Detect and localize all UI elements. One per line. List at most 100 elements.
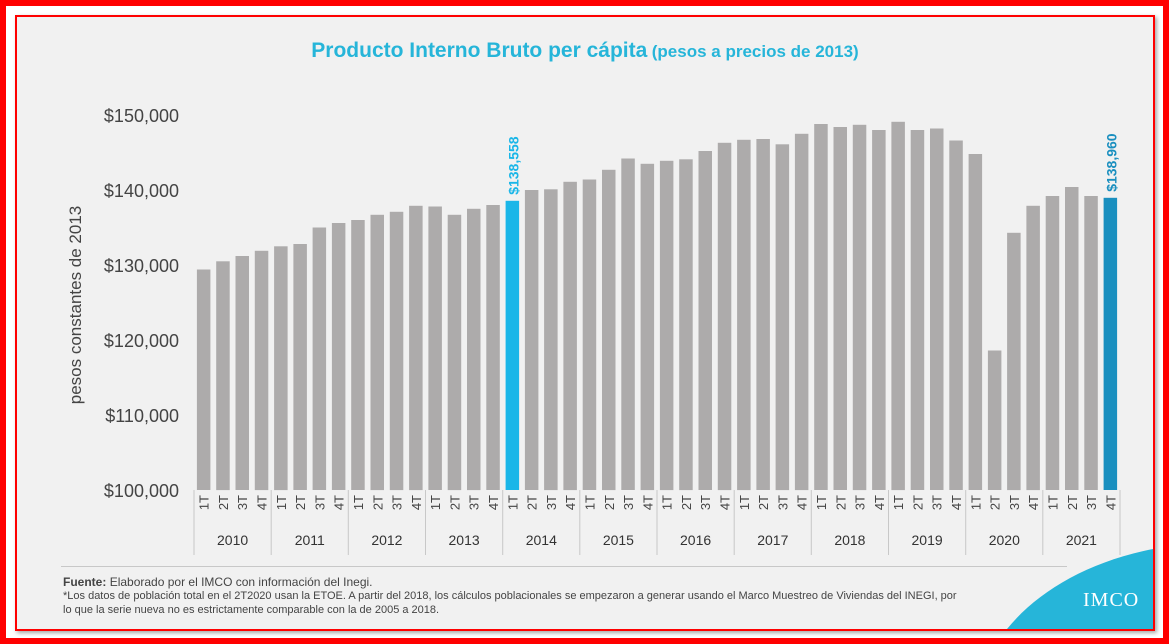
y-tick-label: $100,000 xyxy=(104,481,179,501)
bar xyxy=(987,350,1002,490)
bar xyxy=(968,154,983,490)
bar xyxy=(852,124,867,491)
y-tick-label: $150,000 xyxy=(104,106,179,126)
x-tick-label: 3T xyxy=(235,495,250,510)
bar xyxy=(1045,196,1060,490)
x-tick-label: 2T xyxy=(1065,495,1080,510)
chart-title-main: Producto Interno Bruto per cápita xyxy=(311,39,648,62)
year-label: 2010 xyxy=(217,532,248,548)
year-label: 2017 xyxy=(757,532,788,548)
bar xyxy=(949,140,963,490)
x-tick-label: 1T xyxy=(583,495,598,510)
x-tick-label: 4T xyxy=(640,495,655,510)
x-tick-label: 3T xyxy=(775,495,790,510)
source-text: Elaborado por el IMCO con información de… xyxy=(109,575,373,589)
x-tick-label: 4T xyxy=(409,495,424,510)
x-tick-label: 2T xyxy=(988,495,1003,510)
bar xyxy=(930,128,944,490)
bar xyxy=(351,220,365,490)
bar xyxy=(872,130,886,490)
bar xyxy=(216,261,230,491)
y-tick-label: $120,000 xyxy=(104,331,179,351)
year-label: 2011 xyxy=(295,532,325,548)
bar xyxy=(1065,187,1079,490)
imco-logo: IMCO xyxy=(1083,589,1140,611)
x-tick-label: 1T xyxy=(891,495,906,510)
footer: Fuente: Elaborado por el IMCO con inform… xyxy=(63,575,963,617)
bar xyxy=(1084,196,1098,490)
bar xyxy=(775,144,790,491)
x-tick-label: 4T xyxy=(949,495,964,510)
x-tick-label: 2T xyxy=(602,495,617,510)
bar xyxy=(196,269,211,490)
bar xyxy=(389,211,404,491)
bar xyxy=(370,214,384,491)
x-tick-label: 3T xyxy=(1007,495,1022,510)
y-tick-label: $140,000 xyxy=(104,181,179,201)
bar xyxy=(910,130,925,490)
x-tick-label: 4T xyxy=(1026,495,1041,510)
x-tick-label: 4T xyxy=(872,495,887,510)
chart-title: Producto Interno Bruto per cápita (pesos… xyxy=(17,39,1153,63)
bar xyxy=(621,158,635,490)
x-tick-label: 3T xyxy=(544,495,559,510)
chart-panel: Producto Interno Bruto per cápita (pesos… xyxy=(15,15,1155,631)
x-tick-label: 2T xyxy=(525,495,540,510)
x-tick-label: 4T xyxy=(795,495,810,510)
x-tick-label: 2T xyxy=(679,495,694,510)
bar xyxy=(1103,197,1118,491)
x-tick-label: 1T xyxy=(274,495,289,510)
x-tick-label: 1T xyxy=(505,495,520,510)
x-tick-label: 4T xyxy=(718,495,733,510)
year-label: 2015 xyxy=(603,532,634,548)
x-tick-label: 2T xyxy=(370,495,385,510)
logo-wave-shape xyxy=(1007,549,1153,629)
x-tick-label: 2T xyxy=(293,495,308,510)
bar xyxy=(698,151,712,490)
x-tick-label: 4T xyxy=(255,495,270,510)
bar xyxy=(717,142,732,491)
bar xyxy=(524,190,539,490)
bar xyxy=(274,246,288,491)
bar xyxy=(505,200,520,491)
x-tick-label: 1T xyxy=(428,495,443,510)
bar xyxy=(794,133,809,491)
bar xyxy=(659,160,674,491)
source-line: Fuente: Elaborado por el IMCO con inform… xyxy=(63,575,963,589)
x-tick-label: 1T xyxy=(660,495,675,510)
year-label: 2020 xyxy=(989,532,1020,548)
footnote: *Los datos de población total en el 2T20… xyxy=(63,590,957,616)
bar xyxy=(544,189,558,491)
bar xyxy=(602,169,616,491)
bar xyxy=(235,256,249,490)
bar xyxy=(486,205,500,490)
x-tick-label: 3T xyxy=(853,495,868,510)
bar xyxy=(447,214,462,491)
x-tick-label: 3T xyxy=(467,495,482,510)
x-tick-label: 2T xyxy=(833,495,848,510)
bar xyxy=(331,223,346,490)
bar xyxy=(563,181,577,491)
y-axis-label: pesos constantes de 2013 xyxy=(66,206,85,404)
x-tick-label: 3T xyxy=(930,495,945,510)
bar xyxy=(582,179,597,490)
bar-chart: $100,000 $110,000 $120,000 $130,000 $140,000… xyxy=(66,106,1121,555)
x-tick-label: 3T xyxy=(390,495,405,510)
x-tick-label: 2T xyxy=(910,495,925,510)
bar xyxy=(814,124,828,490)
year-label: 2016 xyxy=(680,532,711,548)
x-tick-label: 2T xyxy=(216,495,231,510)
x-tick-label: 2T xyxy=(447,495,462,510)
bar xyxy=(1026,205,1040,491)
bar xyxy=(679,159,693,491)
year-label: 2018 xyxy=(834,532,865,548)
y-tick-label: $110,000 xyxy=(105,406,179,426)
footer-divider xyxy=(61,566,1067,567)
x-tick-label: 4T xyxy=(563,495,578,510)
bar xyxy=(833,127,847,490)
x-tick-label: 4T xyxy=(486,495,501,510)
bar xyxy=(293,244,307,490)
data-label: $138,558 xyxy=(505,136,521,195)
x-tick-label: 1T xyxy=(1046,495,1061,510)
